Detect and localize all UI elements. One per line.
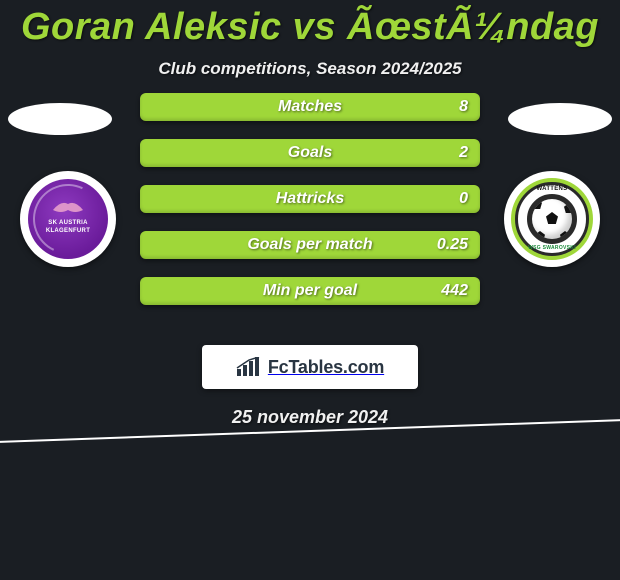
stat-label: Matches xyxy=(140,93,480,121)
player-photo-left xyxy=(8,103,112,135)
club-badge-right: WATTENS WSG SWAROVSKI xyxy=(504,171,600,267)
stat-bar-min-per-goal: Min per goal 442 xyxy=(140,277,480,305)
snapshot-date: 25 november 2024 xyxy=(0,407,620,428)
stat-bar-goals: Goals 2 xyxy=(140,139,480,167)
stat-bar-hattricks: Hattricks 0 xyxy=(140,185,480,213)
bar-chart-icon xyxy=(236,357,262,377)
stat-label: Goals xyxy=(140,139,480,167)
stat-value-right: 0.25 xyxy=(437,231,468,259)
comparison-title: Goran Aleksic vs ÃœstÃ¼ndag xyxy=(0,0,620,49)
club-right-label-top: WATTENS xyxy=(515,186,589,192)
stat-label: Hattricks xyxy=(140,185,480,213)
brand-link[interactable]: FcTables.com xyxy=(202,345,418,389)
stat-value-right: 8 xyxy=(459,93,468,121)
stat-label: Goals per match xyxy=(140,231,480,259)
eagle-icon xyxy=(51,196,85,218)
stat-label: Min per goal xyxy=(140,277,480,305)
stat-value-right: 2 xyxy=(459,139,468,167)
club-badge-right-art: WATTENS WSG SWAROVSKI xyxy=(511,178,593,260)
soccer-ball-icon xyxy=(532,199,572,239)
brand-text: FcTables.com xyxy=(268,357,384,378)
player-photo-right xyxy=(508,103,612,135)
stat-bar-matches: Matches 8 xyxy=(140,93,480,121)
club-badge-left-art: SK AUSTRIA KLAGENFURT xyxy=(28,179,108,259)
stat-value-right: 0 xyxy=(459,185,468,213)
comparison-subtitle: Club competitions, Season 2024/2025 xyxy=(0,59,620,79)
club-badge-left: SK AUSTRIA KLAGENFURT xyxy=(20,171,116,267)
stats-bars: Matches 8 Goals 2 Hattricks 0 Goals per … xyxy=(140,93,480,323)
stat-bar-goals-per-match: Goals per match 0.25 xyxy=(140,231,480,259)
stat-value-right: 442 xyxy=(441,277,468,305)
club-right-label-bottom: WSG SWAROVSKI xyxy=(515,245,589,251)
